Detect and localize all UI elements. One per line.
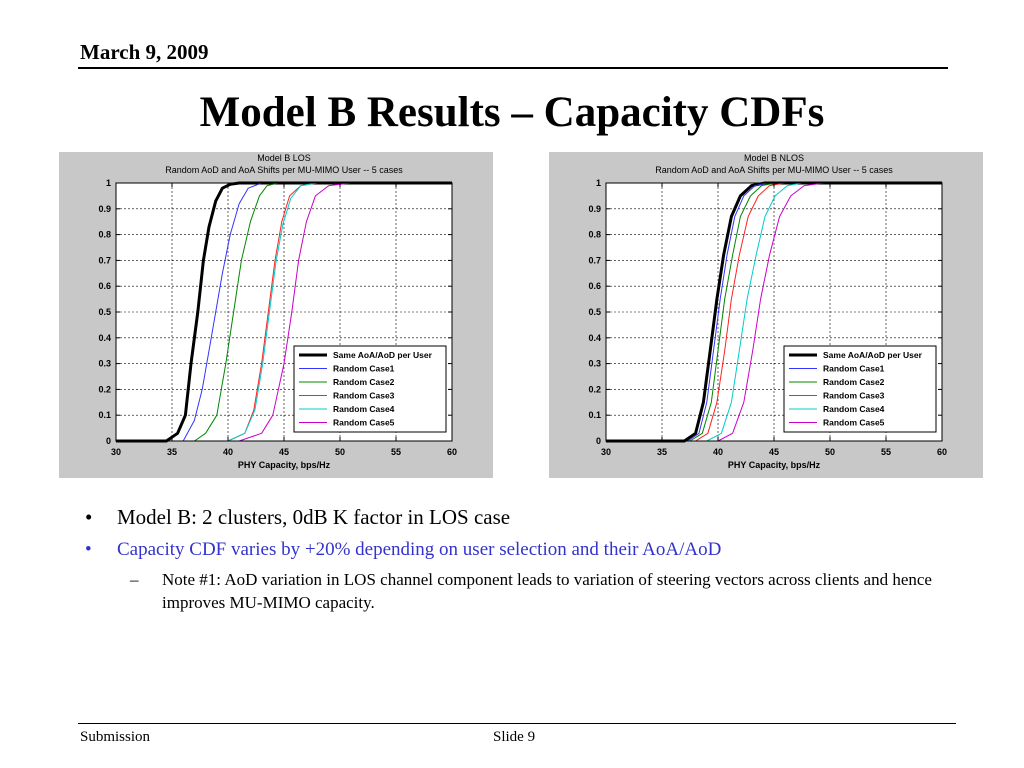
legend-label: Random Case3	[333, 391, 395, 401]
y-tick-label: 0.4	[98, 333, 111, 343]
x-tick-label: 30	[601, 447, 611, 457]
legend-label: Random Case5	[823, 418, 885, 428]
y-tick-label: 0.2	[98, 384, 111, 394]
legend-label: Random Case4	[333, 404, 395, 414]
y-tick-label: 0.8	[588, 230, 601, 240]
y-tick-label: 0.5	[588, 307, 601, 317]
legend-label: Random Case4	[823, 404, 885, 414]
series-line	[116, 182, 452, 442]
footer-slide-number: Slide 9	[493, 729, 536, 745]
y-tick-label: 0.1	[98, 410, 111, 420]
bullet-text: Model B: 2 clusters, 0dB K factor in LOS…	[117, 505, 511, 529]
bullet-marker: •	[85, 539, 92, 560]
legend-label: Random Case1	[823, 364, 885, 374]
y-tick-label: 0.4	[588, 333, 601, 343]
legend-label: Same AoA/AoD per User	[823, 350, 923, 360]
y-tick-label: 1	[596, 178, 601, 188]
x-tick-label: 30	[111, 447, 121, 457]
x-tick-label: 45	[769, 447, 779, 457]
y-tick-label: 0.7	[588, 255, 601, 265]
chart-subtitle: Random AoD and AoA Shifts per MU-MIMO Us…	[655, 165, 893, 175]
x-tick-label: 35	[167, 447, 177, 457]
x-axis-label: PHY Capacity, bps/Hz	[728, 460, 821, 470]
x-tick-label: 35	[657, 447, 667, 457]
series-line	[606, 182, 942, 442]
x-tick-label: 50	[825, 447, 835, 457]
chart-svg: Model B NLOS Random AoD and AoA Shifts pe…	[588, 153, 947, 470]
slide-title: Model B Results – Capacity CDFs	[199, 89, 825, 136]
series-line	[116, 182, 452, 442]
y-tick-label: 0.3	[588, 359, 601, 369]
legend-label: Random Case2	[823, 377, 885, 387]
y-tick-label: 0.8	[98, 230, 111, 240]
slide-date: March 9, 2009	[80, 40, 209, 64]
legend-label: Random Case5	[333, 418, 395, 428]
sub-bullet-marker: –	[130, 570, 139, 589]
chart-title: Model B LOS	[257, 153, 311, 163]
sub-bullet-item: – Note #1: AoD variation in LOS channel …	[80, 568, 990, 614]
series-line	[606, 182, 942, 442]
chart-figure-nlos: Model B NLOS Random AoD and AoA Shifts pe…	[549, 152, 983, 478]
x-axis-label: PHY Capacity, bps/Hz	[238, 460, 331, 470]
y-tick-label: 0.3	[98, 359, 111, 369]
sub-bullet-text: Note #1: AoD variation in LOS channel co…	[162, 570, 932, 612]
y-tick-label: 0	[106, 436, 111, 446]
y-tick-label: 0.9	[588, 204, 601, 214]
series-line	[606, 181, 942, 443]
y-tick-label: 0.5	[98, 307, 111, 317]
x-tick-label: 60	[937, 447, 947, 457]
x-tick-label: 55	[881, 447, 891, 457]
y-tick-label: 0.6	[98, 281, 111, 291]
y-tick-label: 0	[596, 436, 601, 446]
legend-box	[783, 345, 937, 433]
legend-box	[293, 345, 447, 433]
series-line	[116, 182, 452, 442]
bullet-item: • Capacity CDF varies by +20% depending …	[80, 539, 990, 561]
chart-svg: Model B LOS Random AoD and AoA Shifts per…	[98, 153, 457, 470]
y-tick-label: 1	[106, 178, 111, 188]
series-line	[116, 182, 452, 442]
x-tick-label: 50	[335, 447, 345, 457]
x-tick-label: 60	[447, 447, 457, 457]
x-tick-label: 45	[279, 447, 289, 457]
bullet-list: • Model B: 2 clusters, 0dB K factor in L…	[80, 505, 990, 614]
legend-label: Same AoA/AoD per User	[333, 350, 433, 360]
chart-subtitle: Random AoD and AoA Shifts per MU-MIMO Us…	[165, 165, 403, 175]
bullet-text: Capacity CDF varies by +20% depending on…	[117, 539, 722, 560]
legend-label: Random Case3	[823, 391, 885, 401]
series-line	[606, 182, 942, 442]
grid-lines	[606, 183, 942, 441]
y-tick-label: 0.7	[98, 255, 111, 265]
chart-figure-los: Model B LOS Random AoD and AoA Shifts per…	[59, 152, 493, 478]
x-tick-label: 55	[391, 447, 401, 457]
bullet-item: • Model B: 2 clusters, 0dB K factor in L…	[80, 505, 990, 530]
header-rule	[78, 67, 948, 69]
series-line	[606, 182, 942, 442]
legend-label: Random Case1	[333, 364, 395, 374]
footer-rule	[78, 723, 956, 724]
series-line	[606, 182, 942, 442]
y-tick-label: 0.1	[588, 410, 601, 420]
chart-title: Model B NLOS	[744, 153, 804, 163]
y-tick-label: 0.6	[588, 281, 601, 291]
bullet-marker: •	[85, 505, 93, 529]
x-tick-label: 40	[223, 447, 233, 457]
x-tick-label: 40	[713, 447, 723, 457]
series-line	[116, 181, 452, 443]
footer-submission: Submission	[80, 729, 151, 745]
legend-label: Random Case2	[333, 377, 395, 387]
y-tick-label: 0.2	[588, 384, 601, 394]
y-tick-label: 0.9	[98, 204, 111, 214]
